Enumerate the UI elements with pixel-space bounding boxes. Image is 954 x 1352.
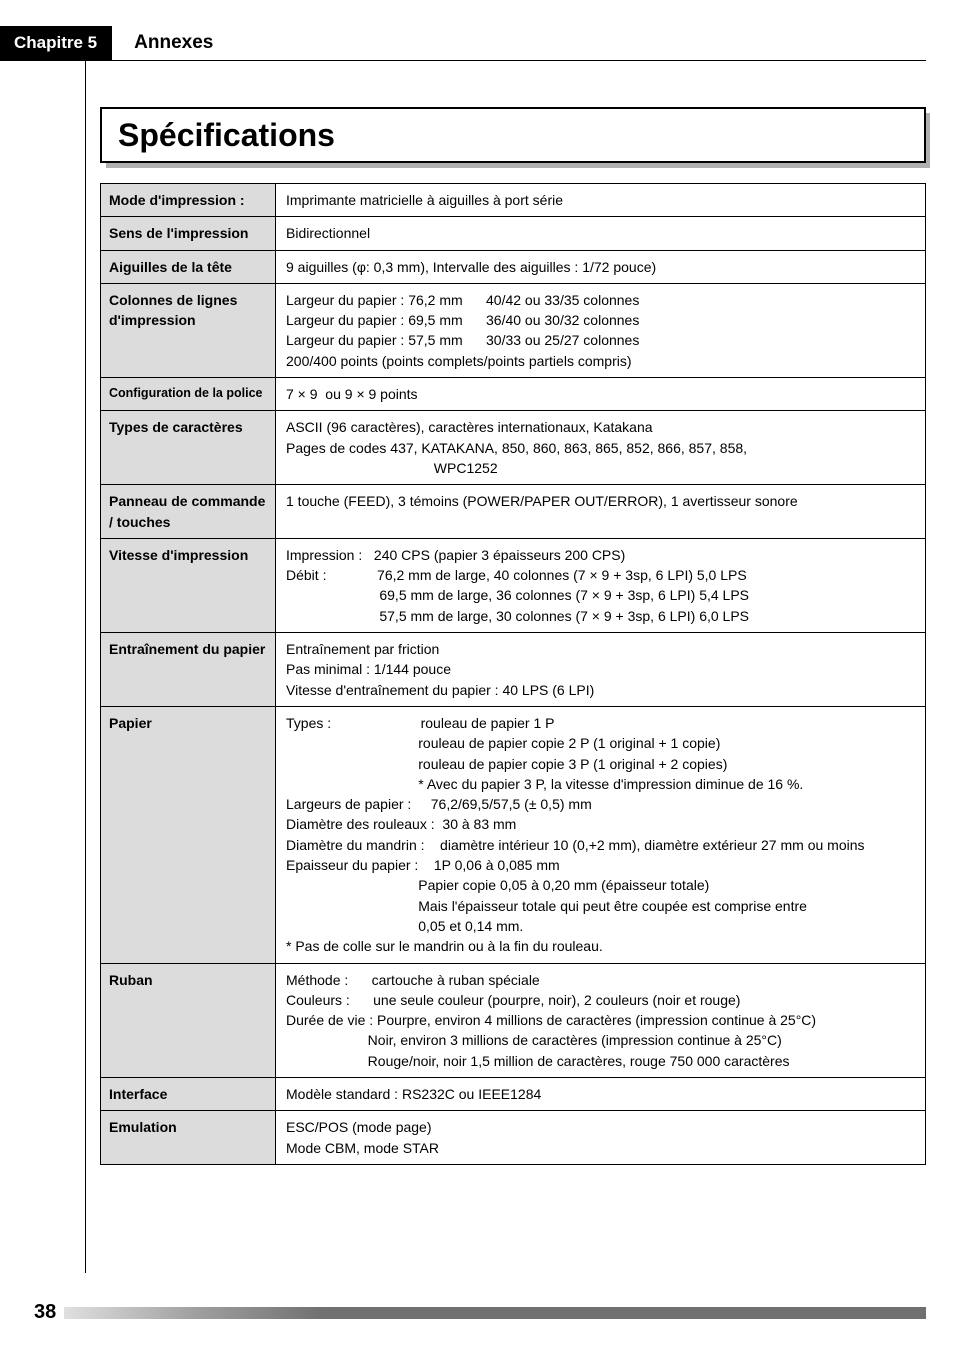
table-row: Panneau de commande / touches 1 touche (F… bbox=[101, 485, 926, 539]
spec-value: Entraînement par frictionPas minimal : 1… bbox=[276, 633, 926, 707]
spec-label: Panneau de commande / touches bbox=[101, 485, 276, 539]
table-row: Entraînement du papierEntraînement par f… bbox=[101, 633, 926, 707]
table-row: Interface Modèle standard : RS232C ou IEE… bbox=[101, 1077, 926, 1110]
section-title: Spécifications bbox=[100, 107, 926, 163]
spec-value-line: Vitesse d'entraînement du papier : 40 LP… bbox=[286, 680, 915, 700]
spec-value: Largeur du papier : 76,2 mm 40/42 ou 33/… bbox=[276, 283, 926, 377]
spec-value: ASCII (96 caractères), caractères intern… bbox=[276, 411, 926, 485]
spec-value-line: 200/400 points (points complets/points p… bbox=[286, 351, 915, 371]
spec-label: Interface bbox=[101, 1077, 276, 1110]
spec-value-line: Papier copie 0,05 à 0,20 mm (épaisseur t… bbox=[286, 875, 915, 895]
table-row: Sens de l'impression Bidirectionnel bbox=[101, 217, 926, 250]
spec-value: Méthode : cartouche à ruban spécialeCoul… bbox=[276, 963, 926, 1077]
spec-value-line: Diamètre des rouleaux : 30 à 83 mm bbox=[286, 814, 915, 834]
spec-value-line: Durée de vie : Pourpre, environ 4 millio… bbox=[286, 1010, 915, 1030]
spec-value-line: ESC/POS (mode page) bbox=[286, 1117, 915, 1137]
spec-value-line: 7 × 9 ou 9 × 9 points bbox=[286, 384, 915, 404]
table-row: Aiguilles de la tête 9 aiguilles (φ: 0,3 … bbox=[101, 250, 926, 283]
spec-value-line: Diamètre du mandrin : diamètre intérieur… bbox=[286, 835, 915, 855]
spec-value-line: * Avec du papier 3 P, la vitesse d'impre… bbox=[286, 774, 915, 794]
table-row: Colonnes de lignes d'impression Largeur d… bbox=[101, 283, 926, 377]
spec-value: Impression : 240 CPS (papier 3 épaisseur… bbox=[276, 538, 926, 632]
spec-value-line: Méthode : cartouche à ruban spéciale bbox=[286, 970, 915, 990]
spec-label: Colonnes de lignes d'impression bbox=[101, 283, 276, 377]
spec-value: 1 touche (FEED), 3 témoins (POWER/PAPER … bbox=[276, 485, 926, 539]
spec-value-line: Imprimante matricielle à aiguilles à por… bbox=[286, 190, 915, 210]
table-row: Mode d'impression : Imprimante matriciell… bbox=[101, 184, 926, 217]
spec-value: Types : rouleau de papier 1 P rouleau de… bbox=[276, 706, 926, 963]
spec-value: Bidirectionnel bbox=[276, 217, 926, 250]
spec-value-line: Largeur du papier : 69,5 mm 36/40 ou 30/… bbox=[286, 310, 915, 330]
page-number: 38 bbox=[34, 1301, 56, 1324]
spec-value-line: WPC1252 bbox=[286, 458, 915, 478]
spec-value-line: 9 aiguilles (φ: 0,3 mm), Intervalle des … bbox=[286, 257, 915, 277]
table-row: Configuration de la police 7 × 9 ou 9 × 9… bbox=[101, 378, 926, 411]
spec-value-line: Bidirectionnel bbox=[286, 223, 915, 243]
spec-label: Sens de l'impression bbox=[101, 217, 276, 250]
specifications-table: Mode d'impression : Imprimante matriciell… bbox=[100, 183, 926, 1165]
spec-value: 7 × 9 ou 9 × 9 points bbox=[276, 378, 926, 411]
spec-value-line: Entraînement par friction bbox=[286, 639, 915, 659]
spec-value-line: 69,5 mm de large, 36 colonnes (7 × 9 + 3… bbox=[286, 585, 915, 605]
spec-value-line: Largeur du papier : 57,5 mm 30/33 ou 25/… bbox=[286, 330, 915, 350]
section-title-container: Spécifications bbox=[100, 107, 926, 165]
spec-label: Ruban bbox=[101, 963, 276, 1077]
spec-value-line: Mode CBM, mode STAR bbox=[286, 1138, 915, 1158]
spec-value-line: Modèle standard : RS232C ou IEEE1284 bbox=[286, 1084, 915, 1104]
table-row: RubanMéthode : cartouche à ruban spécial… bbox=[101, 963, 926, 1077]
page-footer: 38 bbox=[0, 1301, 954, 1324]
table-row: PapierTypes : rouleau de papier 1 P roul… bbox=[101, 706, 926, 963]
table-row: EmulationESC/POS (mode page)Mode CBM, mo… bbox=[101, 1111, 926, 1165]
spec-value: 9 aiguilles (φ: 0,3 mm), Intervalle des … bbox=[276, 250, 926, 283]
spec-value-line: Débit : 76,2 mm de large, 40 colonnes (7… bbox=[286, 565, 915, 585]
spec-value: Imprimante matricielle à aiguilles à por… bbox=[276, 184, 926, 217]
spec-label: Configuration de la police bbox=[101, 378, 276, 411]
table-row: Types de caractères ASCII (96 caractères)… bbox=[101, 411, 926, 485]
spec-value: ESC/POS (mode page)Mode CBM, mode STAR bbox=[276, 1111, 926, 1165]
spec-value-line: Impression : 240 CPS (papier 3 épaisseur… bbox=[286, 545, 915, 565]
table-row: Vitesse d'impression Impression : 240 CPS… bbox=[101, 538, 926, 632]
spec-value-line: Rouge/noir, noir 1,5 million de caractèr… bbox=[286, 1051, 915, 1071]
spec-value-line: Largeur du papier : 76,2 mm 40/42 ou 33/… bbox=[286, 290, 915, 310]
spec-label: Emulation bbox=[101, 1111, 276, 1165]
spec-value-line: ASCII (96 caractères), caractères intern… bbox=[286, 417, 915, 437]
spec-label: Vitesse d'impression bbox=[101, 538, 276, 632]
spec-value-line: Noir, environ 3 millions de caractères (… bbox=[286, 1030, 915, 1050]
spec-label: Aiguilles de la tête bbox=[101, 250, 276, 283]
spec-value-line: * Pas de colle sur le mandrin ou à la fi… bbox=[286, 936, 915, 956]
spec-value-line: 0,05 et 0,14 mm. bbox=[286, 916, 915, 936]
spec-value-line: Pas minimal : 1/144 pouce bbox=[286, 659, 915, 679]
chapter-label: Chapitre 5 bbox=[0, 26, 112, 60]
spec-value-line: Types : rouleau de papier 1 P bbox=[286, 713, 915, 733]
spec-value-line: Epaisseur du papier : 1P 0,06 à 0,085 mm bbox=[286, 855, 915, 875]
spec-value-line: Mais l'épaisseur totale qui peut être co… bbox=[286, 896, 915, 916]
vertical-rule bbox=[85, 58, 87, 1273]
spec-label: Mode d'impression : bbox=[101, 184, 276, 217]
spec-label: Entraînement du papier bbox=[101, 633, 276, 707]
spec-label: Types de caractères bbox=[101, 411, 276, 485]
spec-value-line: rouleau de papier copie 2 P (1 original … bbox=[286, 733, 915, 753]
footer-bar bbox=[64, 1307, 926, 1319]
spec-value: Modèle standard : RS232C ou IEEE1284 bbox=[276, 1077, 926, 1110]
spec-value-line: 1 touche (FEED), 3 témoins (POWER/PAPER … bbox=[286, 491, 915, 511]
chapter-title: Annexes bbox=[112, 32, 213, 60]
spec-value-line: Couleurs : une seule couleur (pourpre, n… bbox=[286, 990, 915, 1010]
spec-value-line: Pages de codes 437, KATAKANA, 850, 860, … bbox=[286, 438, 915, 458]
spec-value-line: rouleau de papier copie 3 P (1 original … bbox=[286, 754, 915, 774]
spec-value-line: 57,5 mm de large, 30 colonnes (7 × 9 + 3… bbox=[286, 606, 915, 626]
spec-value-line: Largeurs de papier : 76,2/69,5/57,5 (± 0… bbox=[286, 794, 915, 814]
spec-label: Papier bbox=[101, 706, 276, 963]
